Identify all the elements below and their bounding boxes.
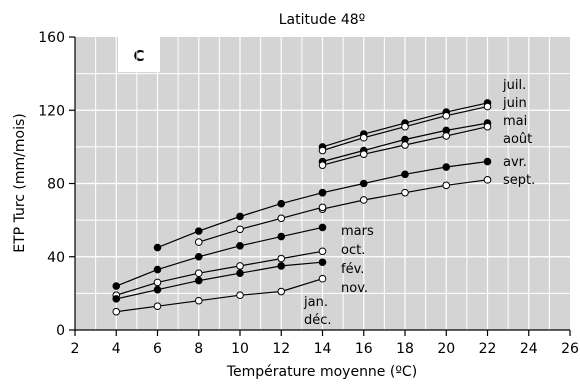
series-label: fév. [341, 262, 364, 277]
x-tick-label: 18 [396, 341, 414, 357]
x-tick-label: 2 [71, 341, 80, 357]
data-point [359, 133, 368, 142]
series-label: juin [502, 96, 527, 111]
data-point [277, 232, 286, 241]
series-label: déc. [304, 313, 332, 328]
data-point [442, 181, 451, 190]
data-point [153, 285, 162, 294]
series-label: juil. [502, 78, 526, 93]
y-axis-title: ETP Turc (mm/mois) [12, 113, 28, 253]
y-tick-label: 40 [47, 250, 65, 266]
series-line [198, 206, 323, 243]
data-point [318, 258, 327, 267]
x-tick-label: 14 [314, 341, 332, 357]
data-point [236, 269, 244, 278]
series-label: nov. [341, 281, 368, 296]
x-tick-label: 12 [272, 341, 290, 357]
y-tick-label: 120 [38, 103, 65, 119]
data-point [442, 163, 451, 171]
data-point [318, 188, 327, 197]
series-label: oct. [341, 243, 365, 258]
data-point [359, 150, 368, 158]
data-point [318, 223, 327, 232]
series-line [116, 250, 323, 296]
data-point [112, 282, 121, 290]
data-point [194, 238, 203, 246]
x-tick-label: 4 [112, 341, 121, 357]
data-point [318, 203, 327, 212]
data-point [153, 265, 162, 274]
data-point [401, 170, 409, 179]
x-tick-label: 16 [355, 341, 373, 357]
data-point [277, 262, 286, 270]
series-label: mai [503, 114, 527, 129]
data-point [194, 227, 203, 235]
series-line [116, 226, 323, 287]
data-point [359, 196, 368, 204]
data-point [318, 161, 327, 169]
data-point [236, 241, 244, 250]
data-point [483, 176, 492, 184]
x-tick-label: 24 [520, 341, 538, 357]
series-label: avr. [503, 155, 527, 170]
data-point [194, 252, 203, 261]
x-tick-label: 22 [479, 341, 497, 357]
data-point [401, 188, 409, 197]
y-tick-label: 80 [47, 177, 65, 193]
data-point [318, 274, 327, 283]
data-point [112, 307, 121, 316]
data-point [277, 199, 286, 208]
y-tick-labels: 0 40 80 120 160 [38, 30, 65, 339]
x-tick-labels: 2 4 6 8 10 12 14 16 18 20 22 24 26 [71, 341, 579, 357]
data-point [318, 146, 327, 155]
x-tick-label: 8 [194, 341, 203, 357]
data-point [483, 102, 492, 111]
data-point [483, 122, 492, 131]
data-point [236, 212, 244, 221]
series-line [116, 278, 323, 313]
chart-title: Latitude 48º [279, 12, 365, 28]
month-labels: juil. juin mai août avr. sept. mars oct. fév. nov… [303, 78, 535, 328]
data-point [442, 111, 451, 120]
data-point [401, 141, 409, 149]
data-point [401, 122, 409, 131]
series-label: mars [341, 224, 374, 239]
panel-label-box [118, 37, 160, 72]
data-point [153, 278, 162, 287]
series-label: jan. [303, 295, 328, 310]
data-point [318, 247, 327, 256]
axes [69, 36, 571, 336]
x-axis-title: Température moyenne (ºC) [226, 364, 417, 380]
x-tick-label: 20 [437, 341, 455, 357]
data-point [277, 214, 286, 223]
data-point [277, 254, 286, 263]
y-tick-label: 160 [38, 30, 65, 46]
panel-label: C [133, 47, 144, 65]
series-label: sept. [503, 173, 535, 188]
data-point [112, 295, 121, 303]
data-point [277, 287, 286, 296]
series [112, 99, 492, 316]
x-tick-label: 10 [231, 341, 249, 357]
data-point [153, 243, 162, 252]
data-point [359, 179, 368, 188]
x-tick-label: 26 [561, 341, 579, 357]
data-point [153, 302, 162, 310]
data-point [236, 225, 244, 234]
y-tick-label: 0 [56, 323, 65, 339]
series-label: août [503, 132, 532, 147]
data-point [194, 296, 203, 305]
data-point [236, 262, 244, 270]
x-tick-label: 6 [153, 341, 162, 357]
data-point [442, 132, 451, 140]
series-line [116, 261, 323, 300]
data-point [236, 291, 244, 300]
data-point [194, 276, 203, 285]
data-point [194, 269, 203, 278]
data-point [483, 157, 492, 166]
